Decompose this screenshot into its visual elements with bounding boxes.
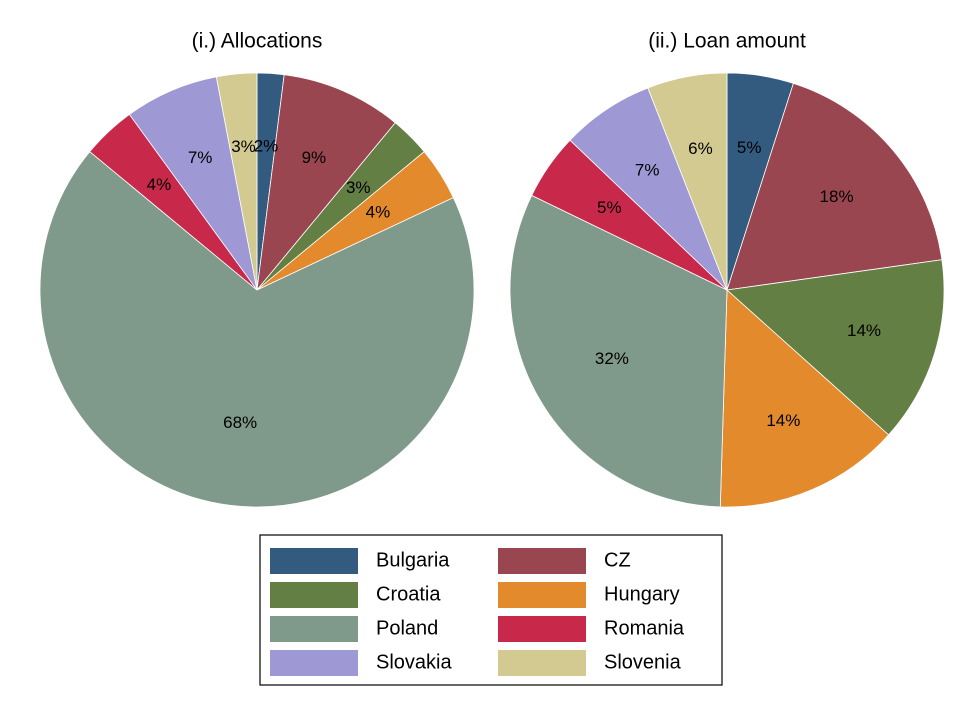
data-label: 32%	[595, 349, 629, 368]
pie-slice	[719, 289, 890, 508]
pie-slice	[726, 82, 943, 291]
legend-swatch	[498, 616, 586, 642]
pie-slice	[726, 259, 945, 436]
legend-label: Romania	[604, 617, 685, 639]
legend-swatch	[498, 582, 586, 608]
legend-swatch	[270, 650, 358, 676]
pie-slice	[215, 72, 258, 291]
pie-slice	[509, 194, 728, 508]
data-label: 4%	[366, 203, 391, 222]
pie-slice	[39, 151, 475, 508]
data-label: 7%	[635, 161, 660, 180]
data-label: 6%	[688, 139, 713, 158]
pie-slice	[256, 74, 396, 292]
legend-swatch	[498, 650, 586, 676]
data-label: 14%	[847, 321, 881, 340]
data-label: 9%	[302, 148, 327, 167]
legend-label: Slovakia	[376, 651, 452, 673]
data-label: 5%	[597, 198, 622, 217]
legend-label: CZ	[604, 549, 631, 571]
legend-label: Croatia	[376, 583, 441, 605]
legend-swatch	[498, 548, 586, 574]
legend-label: Hungary	[604, 583, 680, 605]
chart-title: (i.) Allocations	[192, 30, 323, 53]
legend-swatch	[270, 582, 358, 608]
data-label: 14%	[766, 411, 800, 430]
legend-swatch	[270, 548, 358, 574]
legend-swatch	[270, 616, 358, 642]
data-label: 3%	[231, 137, 256, 156]
data-label: 2%	[254, 137, 279, 156]
legend-label: Poland	[376, 617, 438, 639]
data-label: 4%	[147, 175, 172, 194]
data-label: 7%	[188, 148, 213, 167]
chart-title: (ii.) Loan amount	[648, 30, 806, 53]
legend-label: Slovenia	[604, 651, 682, 673]
legend-label: Bulgaria	[376, 549, 450, 571]
data-label: 18%	[820, 187, 854, 206]
data-label: 68%	[223, 413, 257, 432]
data-label: 3%	[346, 178, 371, 197]
pie-slice	[647, 72, 728, 291]
data-label: 5%	[737, 138, 762, 157]
